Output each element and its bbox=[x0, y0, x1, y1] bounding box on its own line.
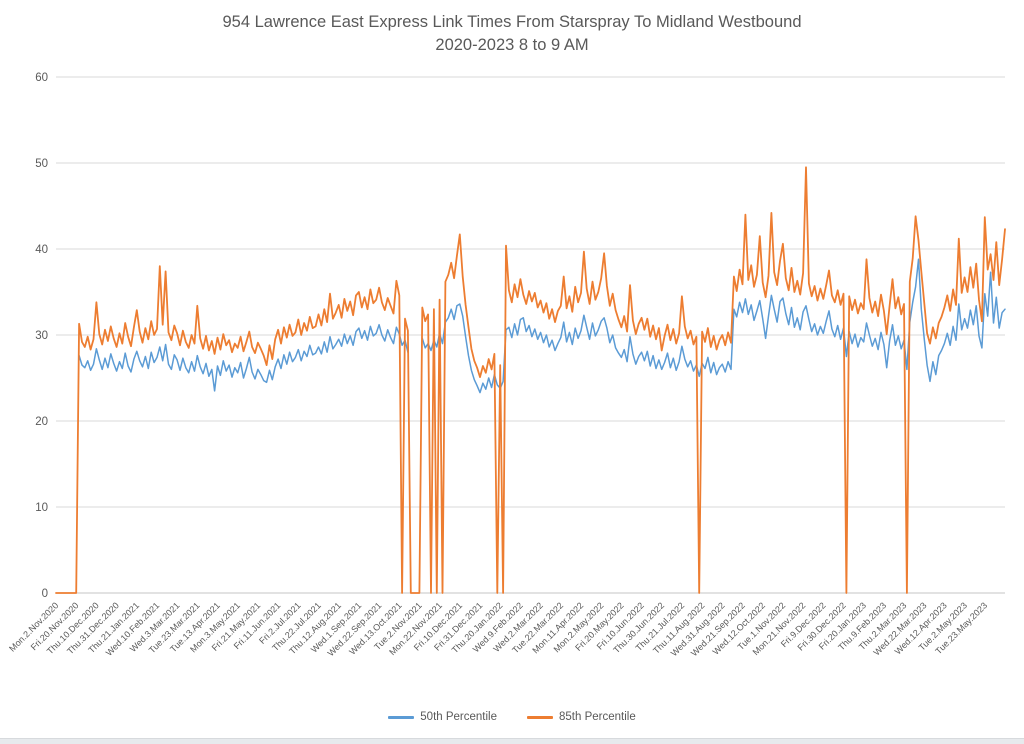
legend-label: 85th Percentile bbox=[559, 711, 636, 723]
y-axis-label: 0 bbox=[42, 588, 48, 600]
y-axis-label: 40 bbox=[35, 244, 48, 256]
chart-subtitle: 2020-2023 8 to 9 AM bbox=[435, 36, 589, 54]
legend-line-swatch-blue bbox=[388, 715, 415, 719]
legend-line-swatch-orange bbox=[527, 715, 553, 719]
y-axis-label: 60 bbox=[35, 72, 48, 84]
legend-item-85th-percentile: 85th Percentile bbox=[527, 711, 636, 723]
window-bottom-edge bbox=[0, 738, 1024, 744]
y-axis-label: 10 bbox=[35, 502, 48, 514]
y-axis-label: 30 bbox=[35, 330, 48, 342]
legend-item-50th-percentile: 50th Percentile bbox=[388, 711, 497, 723]
chart-title: 954 Lawrence East Express Link Times Fro… bbox=[222, 13, 802, 31]
chart-legend: 50th Percentile 85th Percentile bbox=[0, 711, 1024, 723]
series-line-0 bbox=[78, 258, 1006, 394]
y-axis-label: 50 bbox=[35, 158, 48, 170]
legend-label: 50th Percentile bbox=[420, 711, 497, 723]
y-axis-label: 20 bbox=[35, 416, 48, 428]
series-line-1 bbox=[55, 166, 1006, 594]
